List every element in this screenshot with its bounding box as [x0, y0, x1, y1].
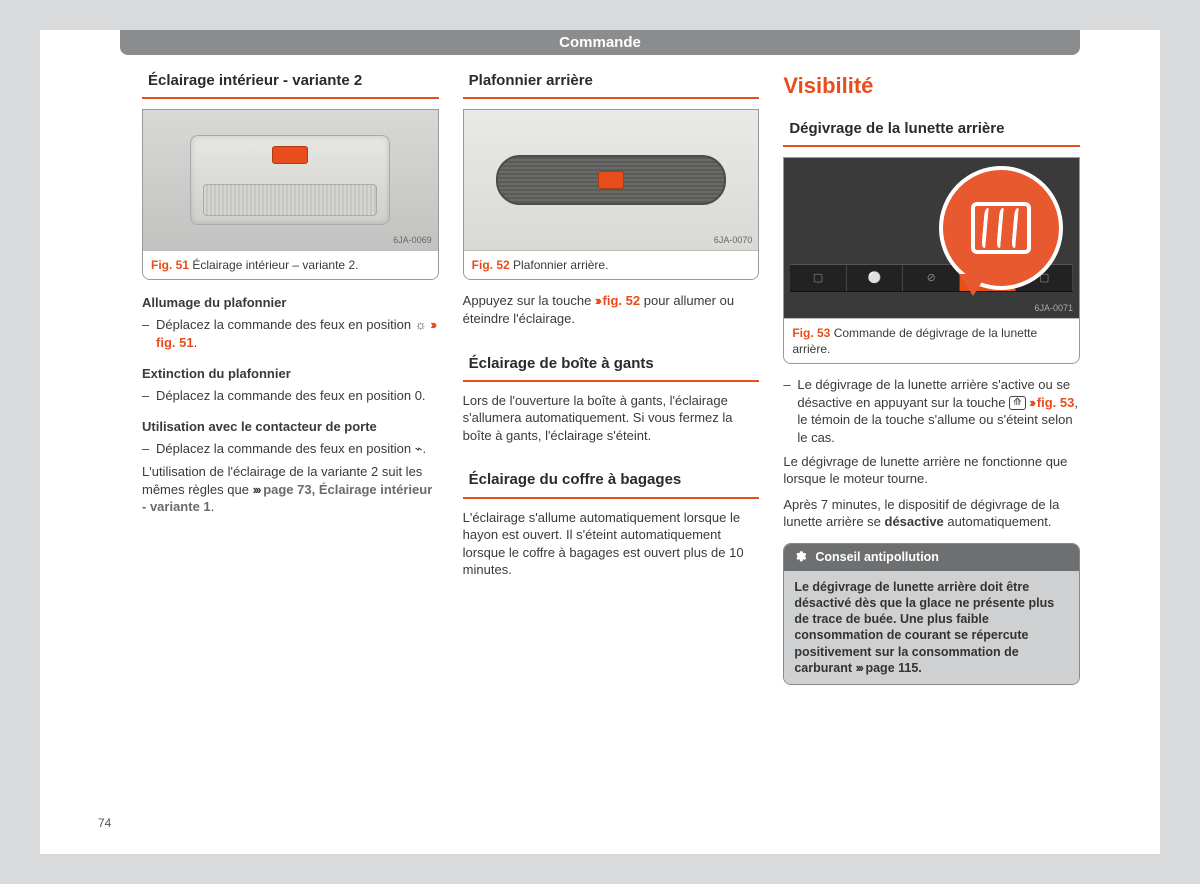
rear-defrost-button-symbol-icon: ⟰ — [1009, 396, 1025, 410]
figure-52-caption: Fig. 52 Plafonnier arrière. — [464, 250, 759, 279]
para-auto-text2: automatiquement. — [944, 514, 1052, 529]
door-contact-symbol-icon: ⌁ — [415, 441, 423, 456]
figure-52-image: 6JA-0070 — [464, 110, 759, 250]
dash-button-icon: ⊘ — [903, 265, 960, 291]
tip-body-text1: Le dégivrage de lunette arrière doit êtr… — [794, 580, 1054, 675]
dash-button-icon: ⚪ — [847, 265, 904, 291]
paragraph-trunk-light: L'éclairage s'allume automatiquement lor… — [463, 509, 760, 579]
figure-53-ref: 6JA-0071 — [1034, 302, 1073, 314]
section-title-interior-light-v2: Éclairage intérieur - variante 2 — [142, 71, 439, 99]
bullet-allumage-text1: Déplacez la commande des feux en positio… — [156, 317, 415, 332]
bullet-contacteur-text: Déplacez la commande des feux en positio… — [156, 441, 415, 456]
bullet-extinction: Déplacez la commande des feux en positio… — [142, 387, 439, 405]
tip-body-text2: . — [918, 661, 921, 675]
figure-52-label: Fig. 52 — [472, 258, 510, 272]
manual-page: Commande Éclairage intérieur - variante … — [40, 30, 1160, 854]
crossref-fig52: fig. 52 — [603, 293, 641, 308]
paragraph-glovebox: Lors de l'ouverture la boîte à gants, l'… — [463, 392, 760, 445]
section-title-glovebox: Éclairage de boîte à gants — [463, 354, 760, 382]
paragraph-defrost-auto-off: Après 7 minutes, le dispositif de dégivr… — [783, 496, 1080, 531]
crossref-fig51: fig. 51 — [156, 335, 194, 350]
figure-51-image: 6JA-0069 — [143, 110, 438, 250]
figure-53-caption: Fig. 53 Commande de dégivrage de la lune… — [784, 318, 1079, 363]
figure-51-caption-text: Éclairage intérieur – variante 2. — [192, 258, 358, 272]
bullet-allumage-text2: . — [194, 335, 198, 350]
light-on-symbol-icon: ☼ — [415, 317, 427, 332]
tip-antipollution: ✽ Conseil antipollution Le dégivrage de … — [783, 543, 1080, 685]
defrost-dashboard-illustration: ▢ ⚪ ⊘ ⟰ ▢ 6JA-0071 — [784, 158, 1079, 318]
para-v1-text2: . — [211, 499, 215, 514]
recycle-icon: ✽ — [794, 550, 808, 564]
subhead-allumage: Allumage du plafonnier — [142, 294, 439, 312]
tip-title: Conseil antipollution — [815, 549, 939, 566]
crossref-chevron-icon: ››› — [430, 317, 434, 332]
bullet-contacteur: Déplacez la commande des feux en positio… — [142, 440, 439, 458]
crossref-fig53: fig. 53 — [1037, 395, 1075, 410]
figure-51-ref: 6JA-0069 — [393, 234, 432, 246]
section-title-defrost: Dégivrage de la lunette arrière — [783, 119, 1080, 147]
figure-51-label: Fig. 51 — [151, 258, 189, 272]
bullet-extinction-text: Déplacez la commande des feux en positio… — [156, 387, 426, 405]
column-2: Plafonnier arrière 6JA-0070 Fig. 52 Plaf… — [463, 71, 760, 685]
dash-button-icon: ▢ — [790, 265, 847, 291]
crossref-chevron-icon: ››› — [1029, 395, 1033, 410]
section-title-rear-dome: Plafonnier arrière — [463, 71, 760, 99]
rear-defrost-symbol-icon — [971, 202, 1031, 254]
bullet-allumage: Déplacez la commande des feux en positio… — [142, 316, 439, 351]
figure-53-caption-text: Commande de dégivrage de la lunette arri… — [792, 326, 1037, 356]
crossref-chevron-icon: ››› — [253, 482, 260, 497]
subhead-extinction: Extinction du plafonnier — [142, 365, 439, 383]
subhead-contacteur: Utilisation avec le contacteur de porte — [142, 418, 439, 436]
page-number: 74 — [98, 816, 111, 830]
figure-53-image: ▢ ⚪ ⊘ ⟰ ▢ 6JA-0071 — [784, 158, 1079, 318]
content-columns: Éclairage intérieur - variante 2 6JA-006… — [40, 55, 1160, 685]
column-1: Éclairage intérieur - variante 2 6JA-006… — [142, 71, 439, 685]
main-title-visibility: Visibilité — [783, 71, 1080, 101]
figure-52: 6JA-0070 Fig. 52 Plafonnier arrière. — [463, 109, 760, 280]
rear-dome-button-icon — [598, 171, 624, 189]
crossref-chevron-icon: ››› — [855, 661, 862, 675]
paragraph-defrost-engine: Le dégivrage de lunette arrière ne fonct… — [783, 453, 1080, 488]
light-lens-icon — [203, 184, 377, 216]
tip-header: ✽ Conseil antipollution — [784, 544, 1079, 571]
figure-51: 6JA-0069 Fig. 51 Éclairage intérieur – v… — [142, 109, 439, 280]
interior-light-panel-illustration — [190, 135, 390, 225]
paragraph-variant-ref: L'utilisation de l'éclairage de la varia… — [142, 463, 439, 516]
section-title-trunk-light: Éclairage du coffre à bagages — [463, 470, 760, 498]
figure-53: ▢ ⚪ ⊘ ⟰ ▢ 6JA-0071 — [783, 157, 1080, 364]
figure-53-label: Fig. 53 — [792, 326, 830, 340]
para-rd-text1: Appuyez sur la touche — [463, 293, 595, 308]
para-auto-bold: désactive — [885, 514, 944, 529]
column-3: Visibilité Dégivrage de la lunette arriè… — [783, 71, 1080, 685]
crossref-page115: page 115 — [865, 661, 918, 675]
figure-51-caption: Fig. 51 Éclairage intérieur – variante 2… — [143, 250, 438, 279]
light-switch-icon — [272, 146, 308, 164]
bullet-defrost-activate: Le dégivrage de la lunette arrière s'act… — [783, 376, 1080, 446]
paragraph-rear-dome: Appuyez sur la touche ››› fig. 52 pour a… — [463, 292, 760, 327]
figure-52-caption-text: Plafonnier arrière. — [513, 258, 608, 272]
crossref-chevron-icon: ››› — [595, 293, 599, 308]
page-header: Commande — [120, 30, 1080, 55]
defrost-callout-icon — [939, 166, 1063, 290]
tip-body: Le dégivrage de lunette arrière doit êtr… — [784, 571, 1079, 685]
rear-dome-illustration — [496, 155, 726, 205]
figure-52-ref: 6JA-0070 — [714, 234, 753, 246]
